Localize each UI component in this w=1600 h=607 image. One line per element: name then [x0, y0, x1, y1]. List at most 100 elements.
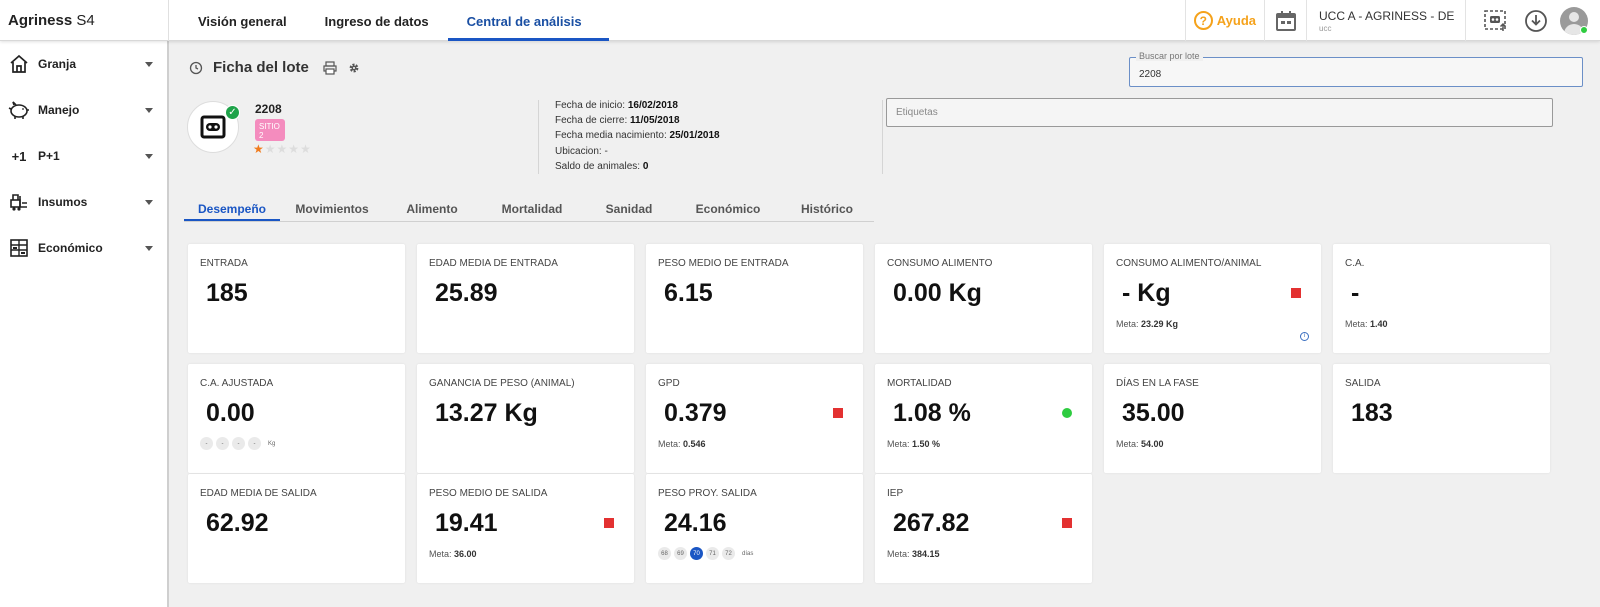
help-button[interactable]: ? Ayuda — [1184, 0, 1264, 41]
metric-value: 183 — [1351, 399, 1393, 427]
topnav-tab-ingreso-datos[interactable]: Ingreso de datos — [324, 14, 429, 29]
plus-one-icon: +1 — [11, 148, 27, 164]
goal-value: 384.15 — [912, 549, 940, 559]
metric-label: MORTALIDAD — [887, 378, 952, 389]
lot-tag: SITIO 2 — [255, 119, 285, 141]
print-icon[interactable] — [323, 60, 337, 75]
goal-value: 1.50 % — [912, 439, 941, 449]
detail-label: Ubicacion: - — [555, 145, 608, 157]
sidebar-item-label: P+1 — [38, 149, 60, 163]
metric-card-peso-proy-salida: PESO PROY. SALIDA 24.16 68 69 70 71 72 d… — [646, 474, 863, 583]
metric-card-gpd: GPD 0.379 Meta: 0.546 — [646, 364, 863, 473]
metric-value: - — [1351, 279, 1360, 307]
pig-icon — [8, 99, 30, 121]
tab-sanidad[interactable]: Sanidad — [605, 202, 653, 216]
search-legend: Buscar por lote — [1136, 51, 1203, 61]
adjust-pill[interactable]: - — [216, 437, 229, 450]
gear-icon[interactable] — [347, 61, 361, 75]
info-icon[interactable]: i — [1300, 332, 1309, 341]
calendar-button[interactable] — [1264, 0, 1306, 41]
goal-value: 23.29 Kg — [1141, 319, 1179, 329]
day-pill-selected[interactable]: 70 — [690, 547, 703, 560]
day-pill[interactable]: 69 — [674, 547, 687, 560]
lot-search-field[interactable]: Buscar por lote — [1129, 51, 1583, 87]
lot-search-input[interactable] — [1130, 58, 1582, 86]
farm-name: UCC A - AGRINESS - DE... — [1319, 9, 1455, 23]
star-icon[interactable]: ★ — [253, 142, 265, 156]
metric-goal: Meta: 1.50 % — [887, 439, 940, 449]
tab-economico[interactable]: Económico — [695, 202, 761, 216]
metric-goal: Meta: 54.00 — [1116, 439, 1164, 449]
metric-card-ca-ajustada: C.A. AJUSTADA 0.00 - - - - Kg — [188, 364, 405, 473]
tab-historico[interactable]: Histórico — [800, 202, 853, 216]
metric-card-edad-media-entrada: EDAD MEDIA DE ENTRADA 25.89 — [417, 244, 634, 353]
tab-alimento[interactable]: Alimento — [406, 202, 458, 216]
star-icon[interactable]: ★ — [264, 142, 277, 156]
adjust-pill[interactable]: - — [200, 437, 213, 450]
adjust-pill[interactable]: - — [232, 437, 245, 450]
goal-label: Meta: — [1116, 319, 1139, 329]
avatar-head — [1569, 11, 1579, 22]
scan-button[interactable] — [1476, 0, 1516, 41]
sidebar-item-label: Insumos — [38, 195, 88, 209]
farm-selector[interactable]: UCC A - AGRINESS - DE... ucc — [1306, 0, 1466, 41]
detail-value: 16/02/2018 — [627, 100, 678, 111]
spreadsheet-icon — [8, 237, 30, 259]
download-button[interactable] — [1516, 0, 1556, 41]
goal-label: Meta: — [887, 439, 910, 449]
tags-input[interactable]: Etiquetas — [886, 98, 1553, 127]
metric-value: - Kg — [1122, 279, 1171, 307]
lot-tabs: Desempeño Movimientos Alimento Mortalida… — [184, 194, 874, 222]
metric-value: 13.27 Kg — [435, 399, 538, 427]
chevron-down-icon — [145, 107, 153, 113]
adjust-pill[interactable]: - — [248, 437, 261, 450]
brand-suffix: S4 — [76, 12, 95, 29]
day-pill[interactable]: 72 — [722, 547, 735, 560]
goal-label: Meta: — [658, 439, 681, 449]
topnav-tab-central-analisis[interactable]: Central de análisis — [447, 0, 609, 41]
tab-mortalidad[interactable]: Mortalidad — [501, 202, 563, 216]
sidebar-item-insumos[interactable]: Insumos — [0, 179, 167, 225]
avatar-body — [1564, 23, 1584, 35]
goal-label: Meta: — [887, 549, 910, 559]
tab-desempeno[interactable]: Desempeño — [184, 194, 280, 221]
metric-label: GPD — [658, 378, 680, 389]
metric-card-dias-fase: DÍAS EN LA FASE 35.00 Meta: 54.00 — [1104, 364, 1321, 473]
status-indicator-red — [833, 408, 843, 418]
sidebar-item-economico[interactable]: Económico — [0, 225, 167, 271]
sidebar-item-p1[interactable]: +1 P+1 — [0, 133, 167, 179]
status-indicator-red — [1062, 518, 1072, 528]
tab-movimientos[interactable]: Movimientos — [295, 202, 369, 216]
metric-label: SALIDA — [1345, 378, 1381, 389]
top-right-actions: ? Ayuda UCC A - AGRINESS - DE... ucc — [1184, 0, 1600, 41]
lot-rating[interactable]: ★★★★★ — [253, 142, 312, 156]
metric-label: CONSUMO ALIMENTO — [887, 258, 993, 269]
sidebar-item-granja[interactable]: Granja — [0, 41, 167, 87]
sidebar-item-label: Manejo — [38, 103, 80, 117]
status-indicator-green — [1062, 408, 1072, 418]
topnav-tab-vision-general[interactable]: Visión general — [198, 14, 287, 29]
detail-label: Fecha de cierre: — [555, 115, 628, 127]
metric-goal: Meta: 23.29 Kg — [1116, 319, 1178, 329]
app-logo[interactable]: Agriness S4 — [0, 0, 169, 41]
star-icon[interactable]: ★ — [276, 142, 289, 156]
goal-value: 54.00 — [1141, 439, 1164, 449]
chevron-down-icon — [145, 199, 153, 205]
star-icon[interactable]: ★ — [300, 142, 312, 156]
history-back-icon[interactable] — [189, 61, 203, 75]
day-pill[interactable]: 68 — [658, 547, 671, 560]
detail-value: 0 — [642, 160, 649, 172]
pill-unit: días — [742, 550, 754, 557]
day-pill[interactable]: 71 — [706, 547, 719, 560]
metric-label: ENTRADA — [200, 258, 248, 269]
lot-number: 2208 — [255, 102, 282, 116]
sidebar-item-label: Granja — [38, 57, 77, 71]
sidebar-item-manejo[interactable]: Manejo — [0, 87, 167, 133]
forklift-icon — [8, 191, 30, 213]
house-icon — [8, 53, 30, 75]
goal-label: Meta: — [1116, 439, 1139, 449]
goal-label: Meta: — [1345, 319, 1368, 329]
metric-card-ganancia-peso: GANANCIA DE PESO (ANIMAL) 13.27 Kg — [417, 364, 634, 473]
metric-value: 0.379 — [664, 399, 727, 427]
star-icon[interactable]: ★ — [288, 142, 301, 156]
